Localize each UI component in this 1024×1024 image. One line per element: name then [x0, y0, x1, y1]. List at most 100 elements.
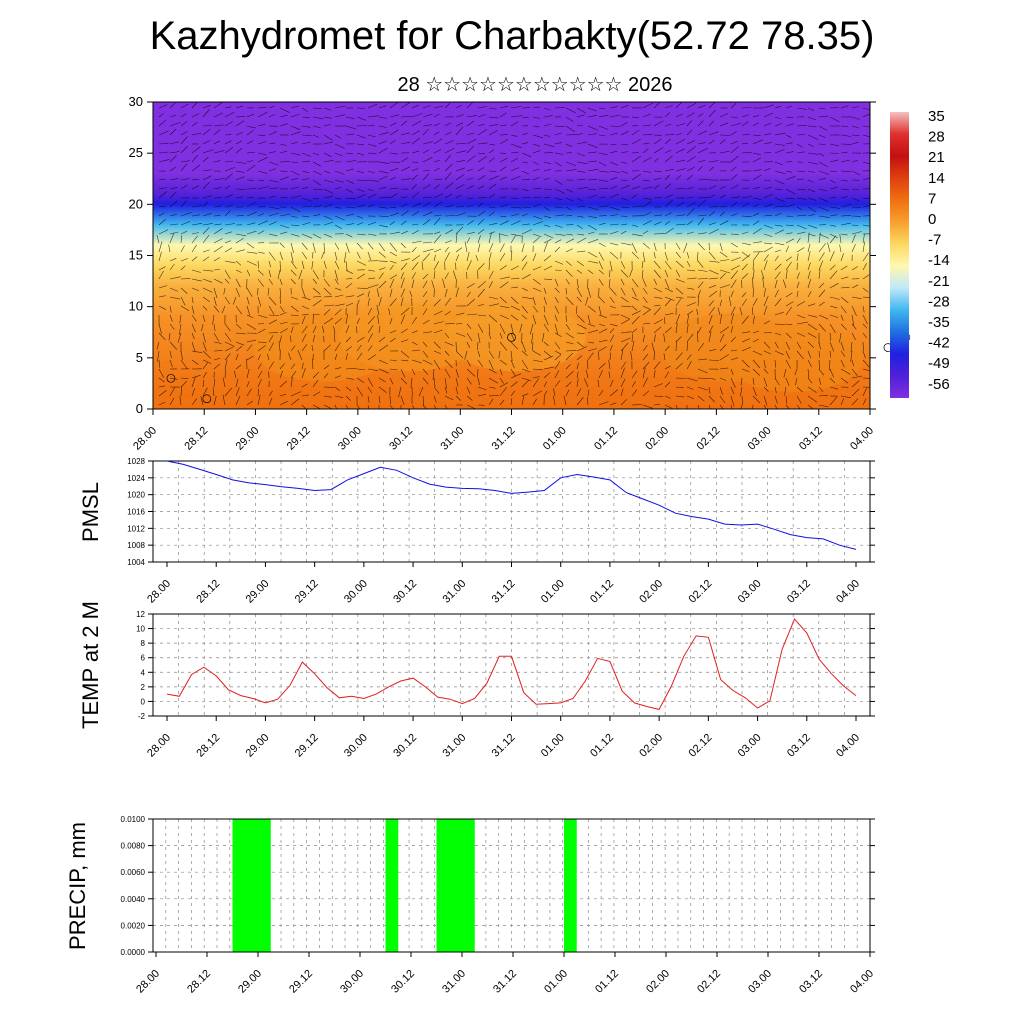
wind-vector — [213, 124, 224, 127]
wind-vector — [477, 243, 481, 253]
wind-vector — [587, 215, 597, 219]
wind-vector — [257, 269, 264, 276]
wind-vector — [466, 291, 471, 298]
wind-vector — [301, 260, 305, 270]
wind-vector — [376, 304, 380, 316]
wind-vector — [807, 350, 812, 359]
wind-vector — [279, 305, 285, 312]
wind-vector — [233, 370, 237, 379]
wind-vector — [510, 220, 521, 226]
tick-label: 30.00 — [338, 968, 366, 996]
wind-vector — [730, 313, 734, 325]
wind-vector — [510, 277, 520, 280]
wind-vector — [697, 260, 704, 268]
wind-vector — [598, 196, 606, 199]
wind-vector — [631, 233, 643, 237]
wind-vector — [609, 287, 617, 296]
wind-vector — [257, 345, 266, 352]
wind-vector — [466, 386, 471, 394]
wind-vector — [334, 224, 343, 230]
wind-vector — [741, 395, 743, 406]
wind-vector — [818, 197, 829, 202]
wind-vector — [521, 223, 530, 226]
wind-vector — [488, 116, 499, 119]
wind-vector — [686, 333, 694, 343]
wind-vector — [675, 340, 677, 352]
wind-vector — [829, 206, 840, 209]
wind-vector — [631, 310, 641, 316]
wind-vector — [554, 341, 561, 350]
wind-vector — [224, 111, 235, 118]
wind-vector — [521, 142, 529, 145]
wind-vector — [609, 223, 620, 226]
wind-vector — [191, 269, 201, 273]
wind-vector — [422, 253, 431, 262]
wind-vector — [477, 202, 484, 208]
wind-vector — [510, 341, 519, 350]
wind-vector — [664, 365, 671, 370]
wind-vector — [378, 175, 388, 181]
wind-vector — [653, 334, 656, 343]
wind-vector — [543, 233, 554, 239]
wind-vector — [675, 287, 684, 295]
wind-vector — [442, 278, 446, 289]
wind-vector — [180, 265, 186, 271]
wind-vector — [158, 305, 167, 310]
wind-vector — [488, 323, 491, 334]
wind-vector — [741, 134, 750, 136]
tick-label: 01.00 — [542, 968, 570, 996]
wind-vector — [862, 107, 870, 110]
wind-vector — [686, 251, 690, 259]
wind-vector — [598, 134, 606, 137]
wind-vector — [774, 143, 786, 146]
wind-vector — [499, 387, 507, 397]
wind-vector — [246, 323, 257, 330]
colorbar-label: 14 — [928, 170, 945, 187]
wind-vector — [521, 229, 532, 235]
wind-vector — [191, 179, 200, 181]
wind-vector — [620, 161, 628, 164]
wind-vector — [719, 299, 723, 307]
wind-vector — [763, 341, 771, 349]
wind-vector — [378, 140, 387, 145]
wind-vector — [785, 261, 792, 271]
wind-vector — [411, 191, 420, 199]
wind-vector — [279, 370, 283, 379]
wind-vector — [642, 143, 650, 145]
wind-vector — [267, 287, 270, 296]
wind-vector — [730, 166, 737, 172]
wind-vector — [345, 302, 354, 307]
wind-vector — [169, 102, 176, 109]
wind-vector — [411, 223, 419, 226]
wind-vector — [191, 374, 201, 379]
wind-vector — [796, 253, 799, 262]
wind-vector — [576, 186, 588, 190]
wind-vector — [224, 323, 231, 331]
wind-vector — [510, 368, 516, 376]
wind-vector — [356, 287, 368, 289]
wind-vector — [213, 187, 223, 190]
wind-vector — [664, 155, 673, 163]
wind-vector — [829, 314, 839, 318]
wind-vector — [510, 323, 514, 335]
wind-vector — [213, 323, 216, 332]
wind-vector — [598, 323, 606, 327]
wind-vector — [554, 354, 562, 361]
wind-vector — [686, 341, 688, 352]
wind-vector — [510, 175, 521, 181]
wind-vector — [532, 106, 541, 109]
tick-label: 1016 — [127, 508, 145, 517]
wind-vector — [499, 323, 506, 334]
tick-label: 31.00 — [438, 425, 466, 453]
wind-vector — [301, 160, 311, 163]
wind-vector — [741, 215, 752, 217]
wind-vector — [157, 350, 160, 362]
wind-vector — [312, 152, 320, 156]
wind-vector — [268, 361, 275, 370]
wind-vector — [444, 359, 453, 369]
wind-vector — [235, 233, 247, 237]
wind-vector — [576, 314, 585, 323]
wind-vector — [840, 170, 851, 172]
wind-vector — [851, 116, 860, 120]
wind-vector — [796, 290, 799, 298]
